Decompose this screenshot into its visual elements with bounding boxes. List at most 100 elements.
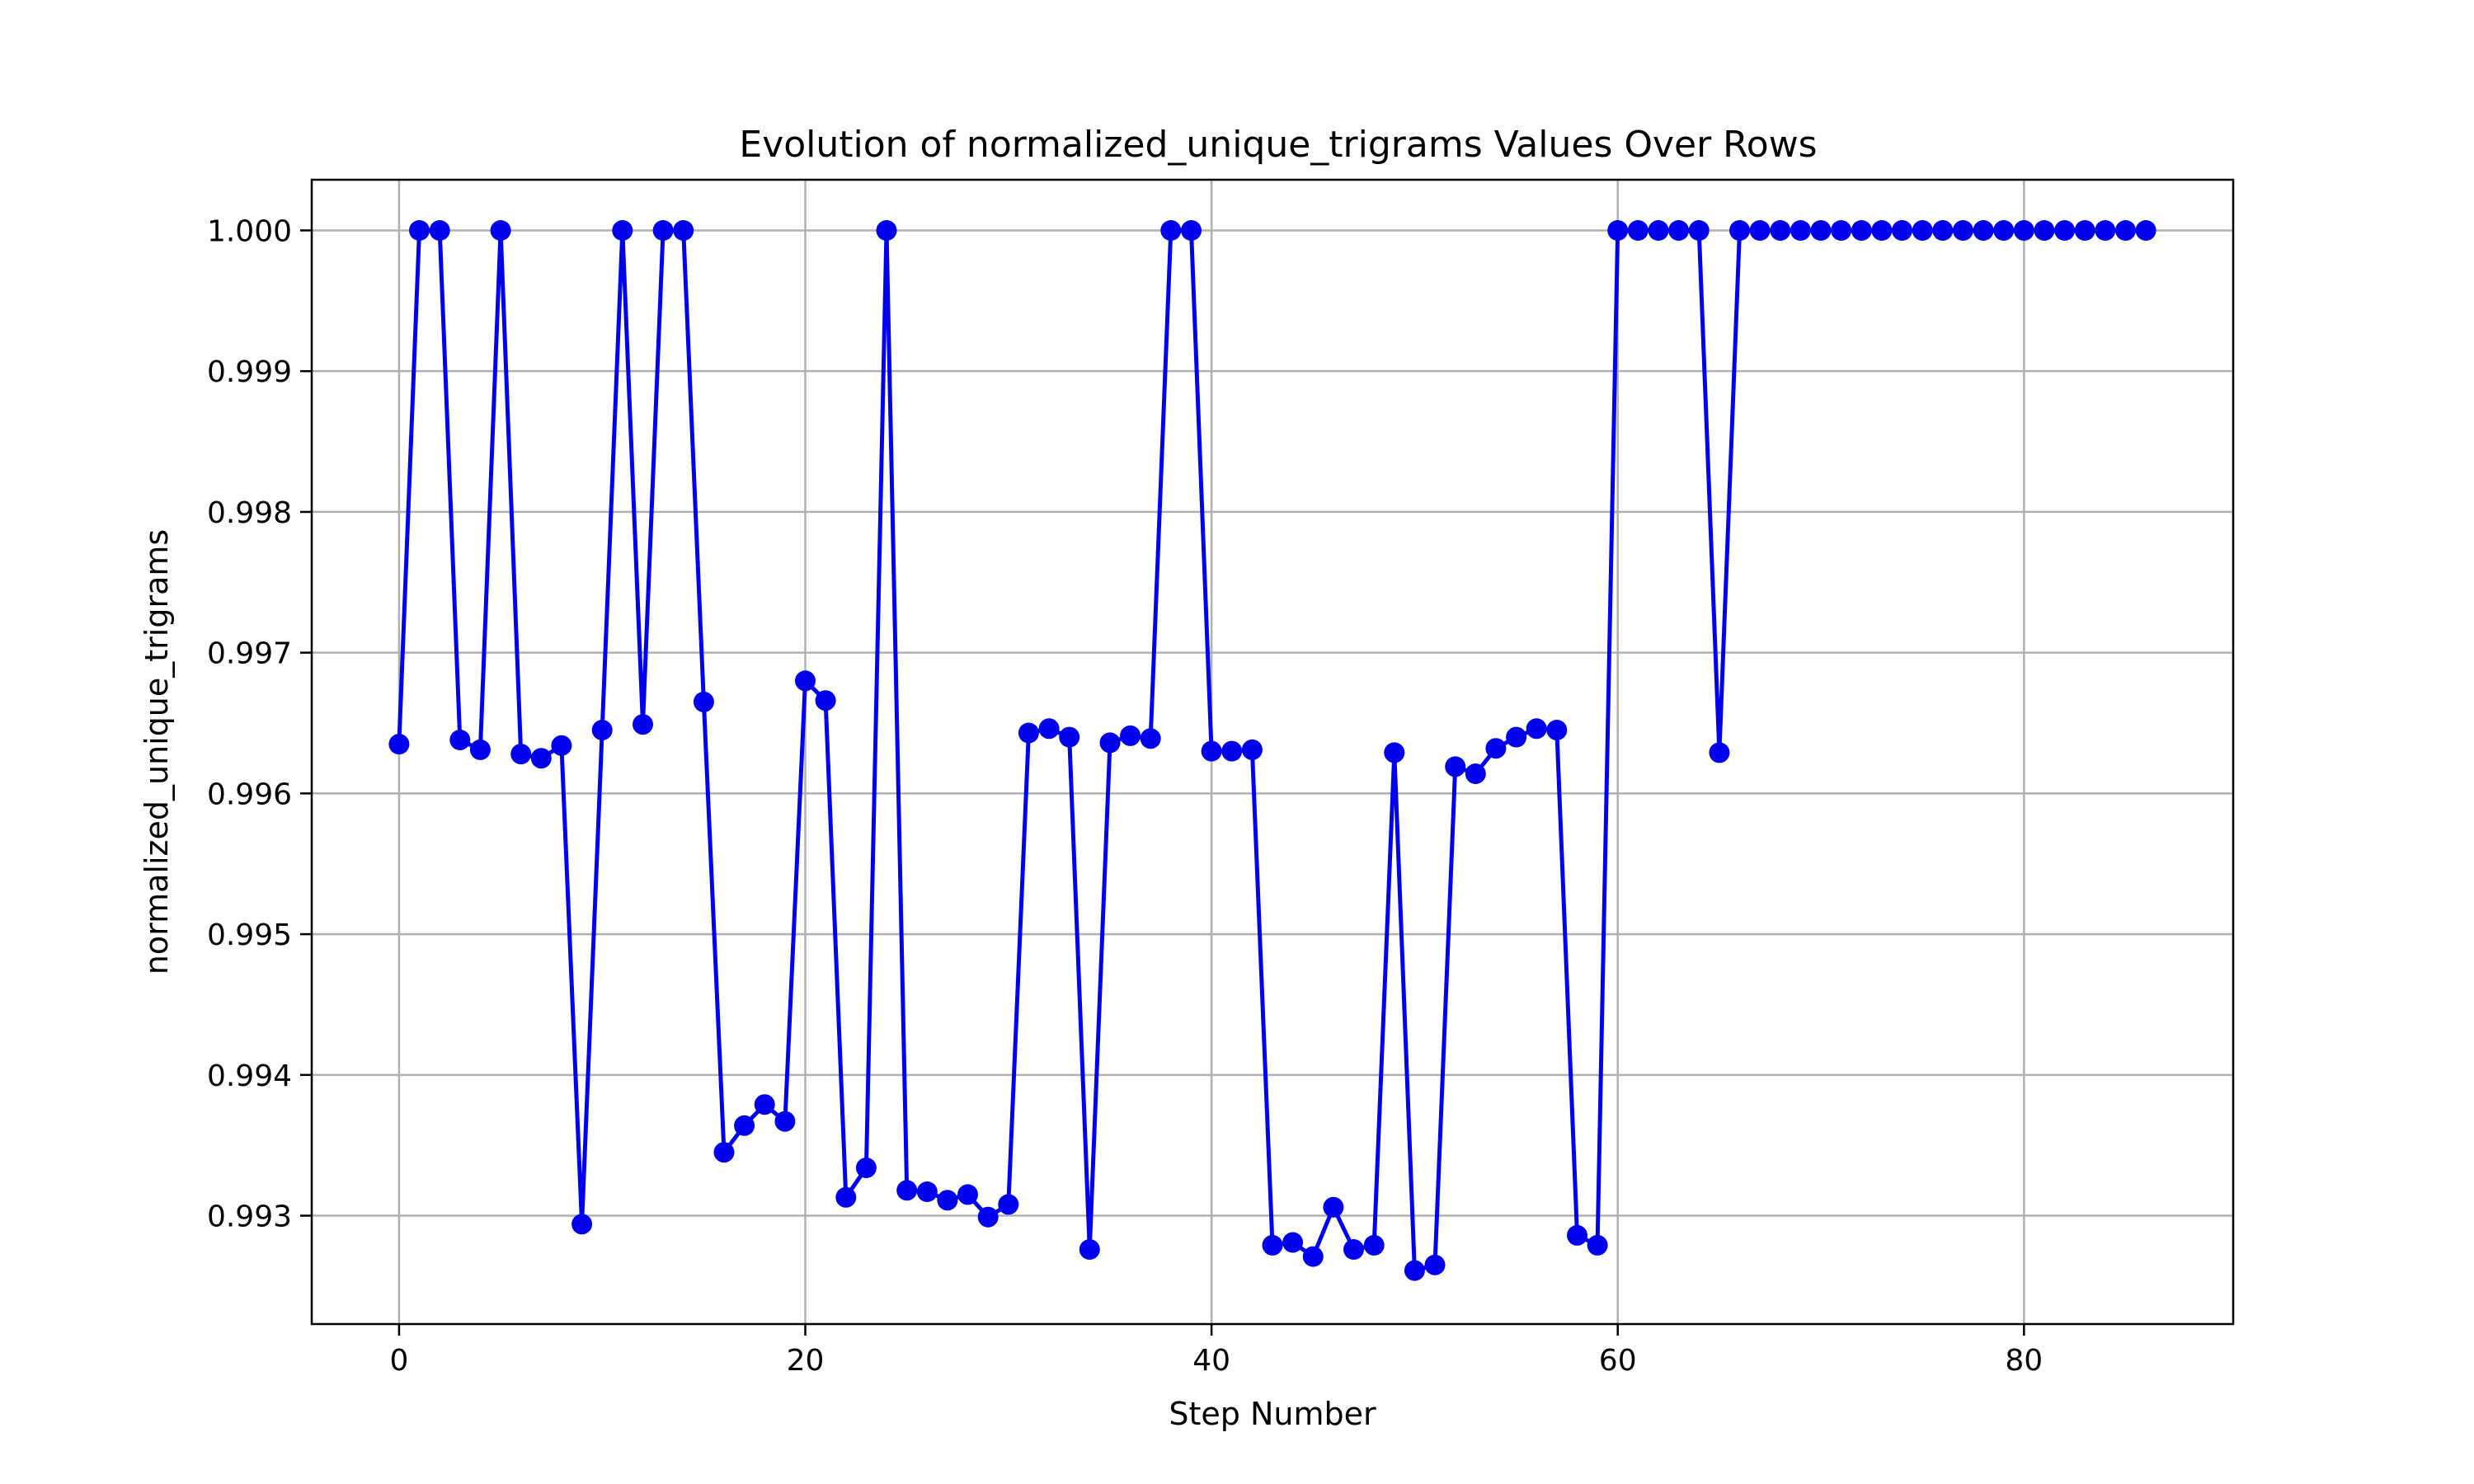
- data-point: [2115, 220, 2136, 241]
- data-point: [490, 220, 511, 241]
- data-point: [957, 1184, 978, 1205]
- data-point: [1465, 763, 1486, 784]
- data-point: [1221, 740, 1243, 762]
- data-point: [1018, 722, 1039, 744]
- data-point: [2095, 220, 2116, 241]
- data-point: [1079, 1239, 1100, 1260]
- data-point: [551, 735, 572, 756]
- data-point: [1302, 1246, 1324, 1267]
- data-point: [1038, 718, 1060, 740]
- y-axis-label: normalized_unique_trigrams: [139, 529, 175, 974]
- data-point: [2135, 220, 2157, 241]
- data-point: [713, 1142, 735, 1163]
- data-point: [876, 220, 897, 241]
- data-point: [1120, 725, 1141, 746]
- x-tick-label: 80: [2005, 1344, 2043, 1378]
- data-point: [1059, 726, 1080, 748]
- x-tick-label: 0: [389, 1344, 408, 1378]
- data-point: [855, 1158, 877, 1178]
- data-point: [1282, 1232, 1304, 1253]
- data-point: [815, 690, 836, 711]
- data-point: [1546, 720, 1568, 740]
- data-point: [937, 1190, 958, 1211]
- y-axis-ticks: 0.993 0.994 0.995 0.996 0.997 0.998 0.999 1.000: [207, 214, 312, 1234]
- data-point: [449, 730, 471, 750]
- data-point: [1424, 1254, 1446, 1275]
- data-point: [633, 714, 653, 735]
- data-point: [1993, 220, 2015, 241]
- y-tick-label: 0.996: [207, 777, 292, 811]
- data-points: [388, 220, 2157, 1281]
- data-point: [1526, 718, 1547, 740]
- data-point: [1262, 1234, 1283, 1256]
- data-point: [1932, 220, 1954, 241]
- data-point: [2034, 220, 2055, 241]
- data-point: [1810, 220, 1832, 241]
- data-point: [409, 220, 430, 241]
- data-point: [1241, 739, 1263, 760]
- y-tick-label: 0.998: [207, 496, 292, 530]
- data-point: [1749, 220, 1771, 241]
- data-point: [693, 691, 714, 712]
- data-point: [1607, 220, 1629, 241]
- data-point: [977, 1206, 999, 1228]
- data-point: [1201, 740, 1222, 762]
- y-tick-label: 0.993: [207, 1200, 292, 1234]
- data-point: [835, 1186, 857, 1208]
- data-point: [1973, 220, 1994, 241]
- y-tick-label: 0.994: [207, 1059, 292, 1093]
- data-point: [469, 739, 491, 760]
- data-point: [530, 748, 552, 769]
- data-point: [1323, 1196, 1344, 1218]
- data-point: [1485, 738, 1507, 759]
- chart-title: Evolution of normalized_unique_trigrams …: [739, 124, 1817, 166]
- data-point: [1506, 726, 1527, 748]
- x-tick-label: 40: [1192, 1344, 1230, 1378]
- data-point: [1912, 220, 1933, 241]
- data-point: [1729, 220, 1750, 241]
- data-point: [1790, 220, 1811, 241]
- data-point: [652, 220, 674, 241]
- y-tick-label: 0.999: [207, 355, 292, 389]
- data-point: [1952, 220, 1973, 241]
- data-point: [1343, 1239, 1364, 1260]
- y-tick-label: 1.000: [207, 214, 292, 248]
- data-point: [2074, 220, 2095, 241]
- data-point: [1831, 220, 1852, 241]
- data-point: [1567, 1224, 1587, 1246]
- data-point: [2054, 220, 2076, 241]
- data-point: [1140, 728, 1161, 749]
- x-tick-label: 20: [787, 1344, 825, 1378]
- data-point: [1404, 1260, 1425, 1281]
- data-point: [1709, 742, 1730, 763]
- data-point: [1851, 220, 1872, 241]
- data-point: [673, 220, 694, 241]
- data-point: [1648, 220, 1669, 241]
- x-axis-ticks: 0 20 40 60 80: [389, 1324, 2043, 1378]
- data-point: [1892, 220, 1912, 241]
- data-point: [795, 670, 816, 692]
- data-point: [1871, 220, 1893, 241]
- data-point: [571, 1214, 593, 1235]
- data-point: [429, 220, 450, 241]
- data-point: [1363, 1234, 1385, 1256]
- plot-frame: [310, 178, 2235, 1326]
- y-tick-label: 0.995: [207, 918, 292, 952]
- data-point: [916, 1181, 938, 1202]
- data-point: [998, 1194, 1019, 1215]
- data-point: [2013, 220, 2034, 241]
- x-tick-label: 60: [1599, 1344, 1637, 1378]
- data-point: [1688, 220, 1710, 241]
- data-point: [1384, 742, 1405, 763]
- x-axis-label: Step Number: [1169, 1396, 1376, 1432]
- y-tick-label: 0.997: [207, 637, 292, 671]
- data-point: [1445, 756, 1466, 777]
- data-point: [510, 744, 532, 765]
- data-point: [1587, 1234, 1608, 1256]
- data-point: [1770, 220, 1791, 241]
- data-point: [1099, 732, 1121, 754]
- data-point: [1668, 220, 1690, 241]
- data-point: [754, 1094, 775, 1115]
- data-point: [388, 734, 410, 755]
